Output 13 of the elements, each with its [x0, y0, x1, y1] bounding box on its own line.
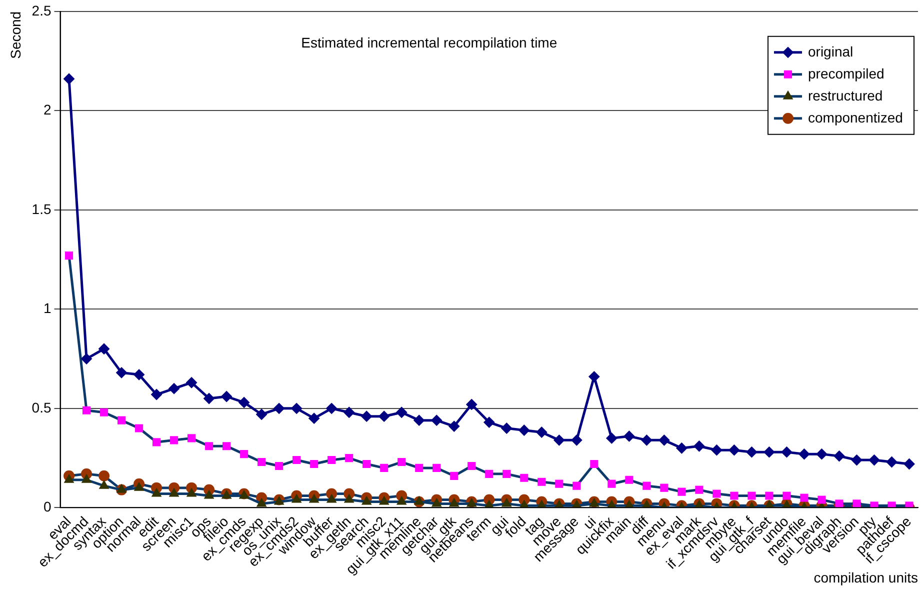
y-tick-label: 0: [43, 498, 52, 515]
y-tick-label: 2: [43, 102, 52, 118]
legend-label: original: [808, 43, 854, 60]
text: Estimated incremental recompilation time: [301, 34, 558, 50]
y-tick-label: 2.5: [32, 2, 52, 18]
y-axis-title: Second: [7, 11, 24, 59]
legend-label: restructured: [808, 87, 883, 104]
legend-label: componentized: [808, 109, 903, 126]
y-tick-label: 0.5: [32, 399, 52, 416]
x-axis-title: compilation units: [814, 569, 918, 586]
legend-label: precompiled: [808, 65, 884, 82]
y-tick-label: 1: [43, 300, 52, 316]
y-tick-label: 1.5: [32, 200, 52, 217]
